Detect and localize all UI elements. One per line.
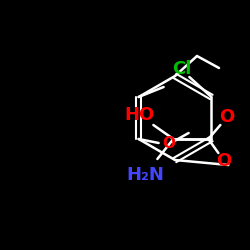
Text: O: O [162,136,175,152]
Text: H₂N: H₂N [126,166,164,184]
Text: HO: HO [124,106,154,124]
Text: O: O [219,108,234,126]
Text: Cl: Cl [172,60,191,78]
Text: O: O [216,152,231,170]
